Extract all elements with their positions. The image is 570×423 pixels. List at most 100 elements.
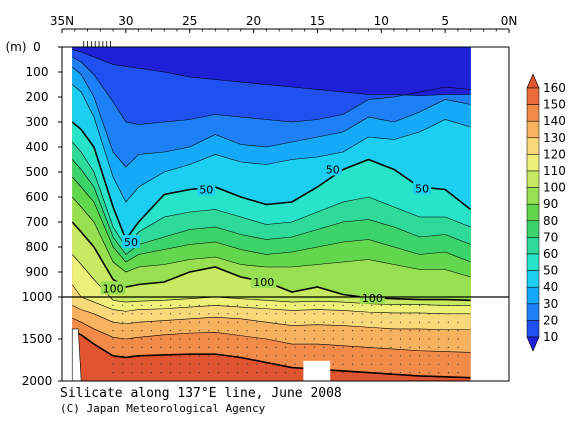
sample-dot	[399, 372, 402, 374]
sample-dot	[169, 363, 172, 365]
sample-dot	[131, 355, 133, 357]
sample-dot	[150, 304, 152, 306]
sample-dot	[438, 338, 440, 340]
sample-dot	[198, 304, 200, 306]
x-tick-label: 20	[246, 14, 261, 28]
contour-line-140	[72, 317, 471, 353]
colorbar-bottom-triangle	[526, 336, 540, 352]
sample-dot	[256, 330, 258, 332]
sample-dot	[304, 330, 306, 332]
contour-line-90	[72, 196, 471, 278]
sample-dot	[361, 346, 363, 348]
x-tick-label: 30	[118, 14, 133, 28]
sample-dot	[150, 363, 152, 365]
colorbar-tick-label: 20	[543, 313, 558, 327]
missing-data-box	[303, 360, 331, 381]
sample-dot	[380, 363, 382, 365]
sample-dot	[342, 363, 344, 365]
sample-dot	[198, 372, 200, 374]
sample-dot	[361, 363, 363, 365]
sample-dot	[265, 330, 267, 332]
sample-dot	[227, 338, 229, 340]
sample-dot	[342, 355, 344, 357]
y-tick-label: 600	[26, 190, 49, 204]
sample-dot	[208, 363, 210, 365]
contour-line-80	[72, 176, 471, 263]
contour-line-120	[72, 284, 471, 315]
sample-dot	[457, 338, 459, 340]
plot-overlay-layer	[71, 328, 331, 382]
colorbar-tick-label: 40	[543, 280, 558, 294]
sample-dot	[131, 372, 133, 374]
contour-label-100: 100	[253, 276, 274, 289]
colorbar-bin	[526, 203, 540, 222]
sample-dot	[256, 355, 258, 357]
sample-dot	[141, 321, 143, 323]
sample-dot	[217, 330, 220, 332]
sample-dot	[342, 313, 344, 315]
contour-line-60	[72, 141, 471, 248]
sample-dot	[342, 346, 344, 348]
sample-dot	[237, 321, 239, 323]
sample-dot	[428, 363, 430, 365]
sample-dot	[189, 372, 191, 374]
sample-dot	[160, 321, 162, 323]
sample-dot	[112, 355, 114, 357]
sample-dot	[284, 304, 287, 306]
sample-dot	[361, 330, 363, 332]
sample-dot	[160, 338, 162, 340]
sample-dot	[141, 330, 143, 332]
sample-dot	[284, 372, 287, 374]
sample-dot	[409, 321, 411, 323]
sample-dot	[419, 355, 421, 357]
sample-dot	[351, 346, 354, 348]
sample-dot	[438, 304, 440, 306]
contour-labels: 50 50 50 50 100 100 100	[100, 162, 432, 305]
sample-dot	[294, 304, 296, 306]
sample-dot	[284, 321, 287, 323]
sample-dot	[361, 372, 363, 374]
sample-dot	[198, 313, 200, 315]
sample-dot	[122, 330, 124, 332]
sample-dot	[332, 355, 334, 357]
sample-dot	[323, 304, 325, 306]
contour-label-bg	[100, 281, 126, 295]
sample-dot	[227, 304, 229, 306]
sample-dot	[313, 330, 315, 332]
sample-dot	[275, 355, 277, 357]
sample-dot	[390, 304, 392, 306]
sample-dot	[457, 313, 459, 315]
sample-dot	[208, 372, 210, 374]
sample-dot	[246, 321, 248, 323]
sample-dot	[131, 321, 133, 323]
contour-line-10	[72, 49, 471, 97]
sample-dot	[313, 346, 315, 348]
sample-dot	[189, 346, 191, 348]
sample-dot	[275, 346, 277, 348]
sample-dot	[284, 346, 287, 348]
sample-dot	[246, 338, 248, 340]
sample-dot	[122, 313, 124, 315]
sample-dot	[361, 355, 363, 357]
sample-dot	[304, 338, 306, 340]
sample-dot	[198, 321, 200, 323]
sample-dot	[265, 346, 267, 348]
sample-dot	[141, 372, 143, 374]
sample-dot	[371, 355, 373, 357]
sample-dot	[237, 338, 239, 340]
sample-dot	[227, 313, 229, 315]
sample-dot	[419, 330, 421, 332]
sample-dot	[447, 346, 449, 348]
y-tick-label: 800	[26, 240, 49, 254]
sample-dot	[246, 330, 248, 332]
sample-dot	[323, 338, 325, 340]
x-tick-label: 0N	[501, 14, 518, 28]
y-tick-label: 100	[26, 65, 49, 79]
sample-dot	[160, 346, 162, 348]
y-tick-label: 2000	[22, 374, 53, 388]
sample-dot	[294, 338, 296, 340]
colorbar-tick-label: 30	[543, 297, 558, 311]
contour-line-40	[72, 84, 471, 203]
sample-dot	[179, 330, 181, 332]
